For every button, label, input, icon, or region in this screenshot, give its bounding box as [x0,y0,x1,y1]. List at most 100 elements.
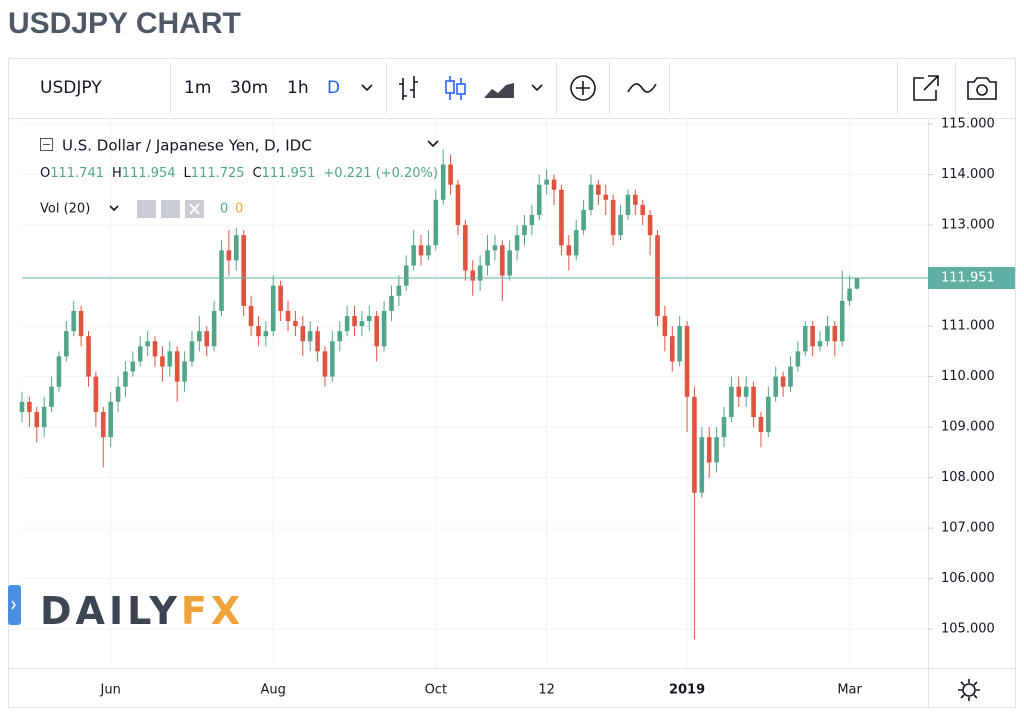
collapse-icon[interactable] [40,138,53,151]
candle-body [285,310,291,322]
settings-icon[interactable] [161,200,180,218]
bars-icon[interactable] [399,76,418,100]
candles-icon[interactable] [445,80,455,94]
candle-body [322,351,328,377]
candle-body [559,189,564,246]
candle-body [477,265,483,281]
dropdown-icon[interactable] [427,140,439,148]
candle-body [293,321,298,327]
candle-body [692,396,697,493]
last-price-tag [928,267,1015,290]
candle-body [167,351,173,367]
candle-body [507,250,512,276]
dropdown-icon[interactable] [531,84,543,92]
candle-body [662,315,668,337]
candle-body [389,295,394,311]
candle-body [514,235,520,251]
candle-body [300,326,306,342]
candle-body [137,346,143,362]
plot: 105.000 106.000 107.000 108.000 109.000 110.0… [19,117,1015,698]
y-tick-label: 115.000 [941,117,995,132]
compare-icon[interactable] [627,83,657,93]
dropdown-icon[interactable] [361,84,373,92]
candle-body [86,336,91,377]
watermark-part: DAILY [40,589,181,633]
candle-body [182,361,187,382]
candle-body [115,386,121,402]
candle-body [241,235,246,306]
candle-body [773,376,779,397]
interval-button[interactable]: 1h [287,78,309,98]
watermark-part: FX [181,589,244,633]
candle-body [854,278,860,289]
candle-body [204,331,210,347]
candle-body [49,386,54,407]
candle-body [152,341,158,357]
candle-body [825,326,830,342]
ohlc-label: C [253,166,262,181]
candle-body [248,305,254,327]
snapshot-icon[interactable] [967,77,997,100]
candle-body [440,164,446,200]
symbol-button[interactable]: USDJPY [40,78,102,98]
watermark: DAILYFX [40,589,244,633]
candle-body [344,315,350,332]
settings-button[interactable] [958,679,980,701]
interval-button[interactable]: 1m [184,78,211,98]
candle-body [270,285,276,332]
candle-body [603,194,609,200]
popout-icon[interactable] [913,75,939,101]
candle-body [633,194,638,205]
candle-body [233,235,239,261]
candle-body [463,225,468,271]
candle-body [64,331,69,357]
candle-body [492,245,498,251]
candle-body [315,331,320,352]
candle-body [743,386,749,397]
page-title: USDJPY CHART [8,7,241,40]
visibility-icon[interactable] [137,200,156,218]
candle-body [596,184,601,195]
snapshot-icon[interactable] [976,84,988,96]
indicator-icon[interactable] [576,81,590,95]
candle-body [330,341,335,377]
candle-body [93,376,99,412]
side-tab-icon[interactable] [11,600,16,610]
candle-body [788,366,793,387]
toolbar: USDJPY 1m 30m 1h D [9,62,1015,119]
settings-button[interactable] [962,683,976,697]
interval-button[interactable]: D [327,78,340,98]
candle-body [573,230,579,256]
ohlc-value: 111.725 [191,166,245,181]
candles-icon[interactable] [456,83,466,95]
candle-body [174,351,180,382]
change-value: +0.221 (+0.20%) [323,166,438,181]
interval-button[interactable]: 30m [230,78,268,98]
candle-body [27,401,32,412]
candle-body [78,310,84,337]
candle-body [832,326,838,342]
remove-icon[interactable] [189,203,200,215]
candle-body [581,209,586,231]
candle-body [130,361,136,372]
y-tick-label: 113.000 [941,218,995,233]
indicator-icon[interactable] [570,75,596,101]
chart-frame [8,58,1016,708]
candle-body [71,310,77,332]
candle-body [588,184,594,210]
dropdown-icon[interactable] [109,205,119,212]
candle-body [706,437,712,463]
candle-body [433,199,439,246]
candle-body [470,270,476,281]
candle-body [551,179,557,190]
candle-body [426,245,431,256]
candle-body [396,285,402,296]
candle-body [374,315,379,347]
candle-body [684,326,690,397]
candle-body [219,250,224,311]
ohlc-value: 111.741 [50,166,104,181]
y-tick-label: 106.000 [941,571,995,586]
candle-body [536,184,542,215]
area-icon[interactable] [484,83,514,98]
